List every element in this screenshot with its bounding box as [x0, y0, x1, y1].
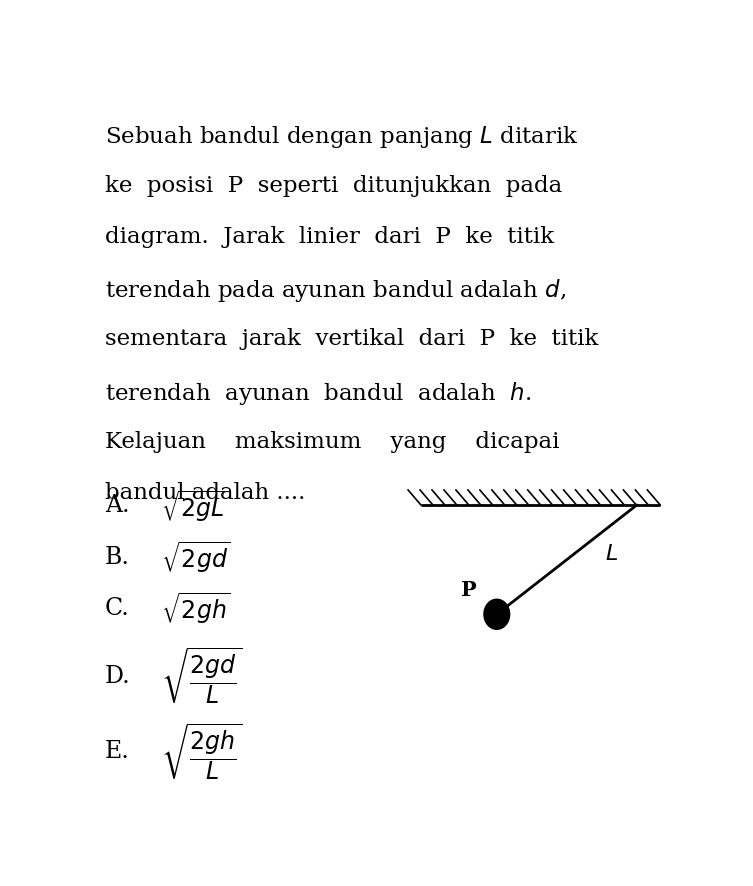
Text: $\sqrt{2gh}$: $\sqrt{2gh}$ — [161, 590, 231, 626]
Text: B.: B. — [105, 545, 130, 568]
Text: D.: D. — [105, 664, 130, 688]
Text: ke  posisi  P  seperti  ditunjukkan  pada: ke posisi P seperti ditunjukkan pada — [105, 175, 562, 197]
Text: $\sqrt{\dfrac{2gd}{L}}$: $\sqrt{\dfrac{2gd}{L}}$ — [161, 645, 242, 706]
Text: P: P — [461, 579, 477, 599]
Text: $L$: $L$ — [605, 542, 617, 564]
Text: C.: C. — [105, 596, 130, 619]
Circle shape — [484, 600, 510, 630]
Text: $\sqrt{2gL}$: $\sqrt{2gL}$ — [161, 487, 229, 523]
Text: Kelajuan    maksimum    yang    dicapai: Kelajuan maksimum yang dicapai — [105, 431, 559, 453]
Text: E.: E. — [105, 740, 130, 763]
Text: $\sqrt{\dfrac{2gh}{L}}$: $\sqrt{\dfrac{2gh}{L}}$ — [161, 720, 242, 781]
Text: terendah pada ayunan bandul adalah $d$,: terendah pada ayunan bandul adalah $d$, — [105, 276, 566, 304]
Text: diagram.  Jarak  linier  dari  P  ke  titik: diagram. Jarak linier dari P ke titik — [105, 226, 553, 248]
Text: sementara  jarak  vertikal  dari  P  ke  titik: sementara jarak vertikal dari P ke titik — [105, 328, 598, 350]
Text: terendah  ayunan  bandul  adalah  $h$.: terendah ayunan bandul adalah $h$. — [105, 379, 531, 406]
Text: $\sqrt{2gd}$: $\sqrt{2gd}$ — [161, 539, 231, 574]
Text: Sebuah bandul dengan panjang $L$ ditarik: Sebuah bandul dengan panjang $L$ ditarik — [105, 123, 578, 150]
Text: bandul adalah ....: bandul adalah .... — [105, 482, 305, 503]
Text: A.: A. — [105, 494, 130, 517]
